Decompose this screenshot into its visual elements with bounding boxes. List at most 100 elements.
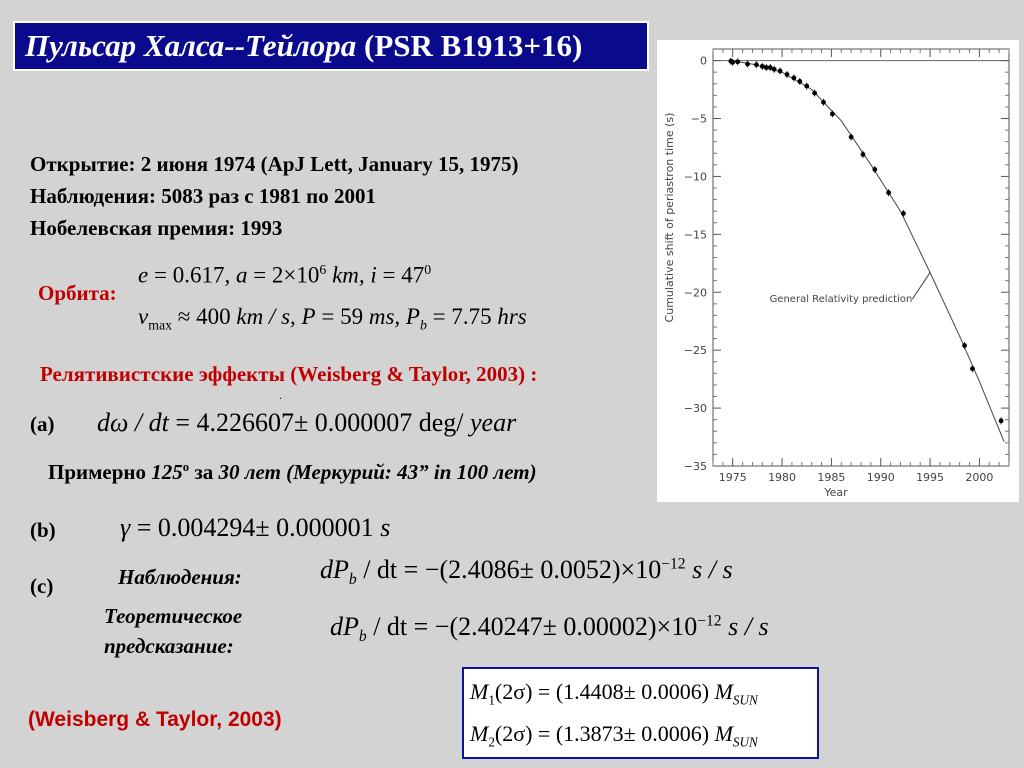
reference-citation: (Weisberg & Taylor, 2003) xyxy=(28,708,282,731)
y-axis-label: Cumulative shift of periastron time (s) xyxy=(663,113,676,323)
val-m1: (2σ) = (1.4408± 0.0006) xyxy=(494,679,715,704)
nobel-line: Нобелевская премия: 1993 xyxy=(30,216,283,240)
sub-b-theory: b xyxy=(358,628,367,646)
title-italic: Пульсар Халса--Тейлора xyxy=(25,28,357,63)
sym-m2: M xyxy=(470,721,489,746)
sym-i: i xyxy=(370,262,377,288)
approx-part2: 125 xyxy=(151,460,183,484)
exp-i: 0 xyxy=(424,262,432,277)
y-tick-label: −10 xyxy=(684,170,707,183)
approx-degree: o xyxy=(182,460,190,474)
val-theory: / dt = −(2.40247± 0.00002)×10 xyxy=(366,612,698,641)
x-tick-label: 1975 xyxy=(719,471,747,484)
unit-year: year xyxy=(470,408,517,437)
periastron-shift-chart: 0 −5 −10 −15 −20 −25 −30 −35 1975 1980 1985 1990 199… xyxy=(657,40,1019,502)
x-axis-label: Year xyxy=(823,486,848,499)
val-pb: = 7.75 xyxy=(426,304,498,329)
sub-2: 2 xyxy=(488,734,495,750)
orbit-line-2: vmax ≈ 400 km / s, P = 59 ms, Pb = 7.75 … xyxy=(138,304,527,334)
y-tick-label: 0 xyxy=(700,55,707,68)
item-b-formula: γ = 0.004294± 0.000001 s xyxy=(120,513,390,543)
unit-pb: hrs xyxy=(497,304,527,329)
sub-1: 1 xyxy=(488,692,495,708)
unit-v: km / s, xyxy=(236,304,302,329)
sym-domega-dt: dω / dt xyxy=(97,408,169,437)
sym-dpb-theory: dP xyxy=(330,612,359,641)
exp-a: 6 xyxy=(319,262,327,277)
x-tick-label: 1995 xyxy=(916,471,944,484)
relativistic-effects-heading: Релятивистские эффекты (Weisberg & Taylo… xyxy=(40,362,538,386)
val-e: = 0.617, xyxy=(148,262,236,288)
item-a-formula: dω / dt = 4.226607± 0.000007 deg/ year xyxy=(97,408,516,438)
exp-observed: −12 xyxy=(661,555,686,573)
chart-svg: 0 −5 −10 −15 −20 −25 −30 −35 1975 1980 1985 1990 199… xyxy=(663,48,1010,499)
annotation-leader xyxy=(911,272,931,300)
sub-vmax: max xyxy=(148,317,172,333)
val-p: = 59 xyxy=(315,304,369,329)
item-c-label: (c) xyxy=(30,574,54,598)
val-gamma: = 0.004294± 0.000001 xyxy=(130,513,381,542)
y-tick-label: −30 xyxy=(684,402,707,415)
sub-pb: b xyxy=(419,317,427,333)
sym-e: e xyxy=(138,262,149,288)
unit-sub-m1: SUN xyxy=(732,692,758,708)
unit-sub-m2: SUN xyxy=(732,734,758,750)
approx-part1: Примерно xyxy=(48,460,152,484)
val-observed: / dt = −(2.4086± 0.0052)×10 xyxy=(356,555,662,584)
mass-m2: M2(2σ) = (1.3873± 0.0006) MSUN xyxy=(470,721,758,750)
page-title: Пульсар Халса--Тейлора (PSR B1913+16) xyxy=(13,21,649,71)
item-b-label: (b) xyxy=(30,518,56,542)
sym-v: v xyxy=(138,304,149,329)
exp-theory: −12 xyxy=(697,612,722,630)
y-tick-label: −15 xyxy=(684,228,707,241)
annotation-label: General Relativity prediction xyxy=(770,294,913,305)
title-plain: (PSR B1913+16) xyxy=(356,28,583,63)
theory-label-1: Теоретическое xyxy=(104,604,243,628)
discovery-line: Открытие: 2 июня 1974 (ApJ Lett, January… xyxy=(30,152,519,176)
tick-group: 0 −5 −10 −15 −20 −25 −30 −35 1975 1980 1985 1990 199… xyxy=(684,49,1010,484)
y-tick-label: −35 xyxy=(684,460,707,473)
x-tick-label: 1985 xyxy=(817,471,845,484)
theory-label-2: предсказание: xyxy=(104,634,234,658)
sym-p: P xyxy=(301,304,316,329)
unit-m1: M xyxy=(714,679,733,704)
mass-results-box: M1(2σ) = (1.4408± 0.0006) MSUN M2(2σ) = … xyxy=(462,667,819,759)
unit-a: km, xyxy=(326,262,371,288)
predicted-pbdot-formula: dPb / dt = −(2.40247± 0.00002)×10−12 s /… xyxy=(330,612,769,646)
x-tick-label: 1980 xyxy=(768,471,796,484)
y-tick-label: −25 xyxy=(684,344,707,357)
val-a: = 2×10 xyxy=(247,262,320,288)
orbit-line-1: e = 0.617, a = 2×106 km, i = 470 xyxy=(138,262,431,289)
x-tick-label: 1990 xyxy=(867,471,895,484)
y-tick-label: −5 xyxy=(691,113,707,126)
sym-a: a xyxy=(235,262,248,288)
unit-m2: M xyxy=(714,721,733,746)
y-tick-label: −20 xyxy=(684,286,707,299)
sub-b: b xyxy=(348,571,357,589)
orbit-label: Орбита: xyxy=(38,281,117,305)
gr-prediction-curve xyxy=(730,60,1005,442)
observations-label: Наблюдения: xyxy=(118,565,242,589)
unit-p: ms, xyxy=(368,304,406,329)
plot-frame xyxy=(712,48,1010,467)
unit-s: s xyxy=(380,513,391,542)
stray-dot: . xyxy=(279,388,282,402)
val-m2: (2σ) = (1.3873± 0.0006) xyxy=(494,721,715,746)
sym-gamma: γ xyxy=(120,513,131,542)
observed-pbdot-formula: dPb / dt = −(2.4086± 0.0052)×10−12 s / s xyxy=(320,555,733,589)
approx-part3: за xyxy=(189,460,219,484)
data-points xyxy=(728,57,1004,425)
val-i: = 47 xyxy=(376,262,425,288)
mercury-comparison: Примерно 125o за 30 лет (Меркурий: 43” i… xyxy=(48,460,537,485)
sym-dpb: dP xyxy=(320,555,349,584)
val-v: ≈ 400 xyxy=(171,304,237,329)
sym-pb: P xyxy=(405,304,420,329)
unit-theory: s / s xyxy=(721,612,769,641)
x-tick-label: 2000 xyxy=(965,471,993,484)
unit-observed: s / s xyxy=(685,555,733,584)
approx-part4: 30 лет (Меркурий: 43” in 100 лет) xyxy=(218,460,537,484)
observations-line: Наблюдения: 5083 раз с 1981 по 2001 xyxy=(30,184,376,208)
item-a-label: (a) xyxy=(30,412,55,436)
val-domega-dt: = 4.226607± 0.000007 deg/ xyxy=(168,408,471,437)
sym-m1: M xyxy=(470,679,489,704)
